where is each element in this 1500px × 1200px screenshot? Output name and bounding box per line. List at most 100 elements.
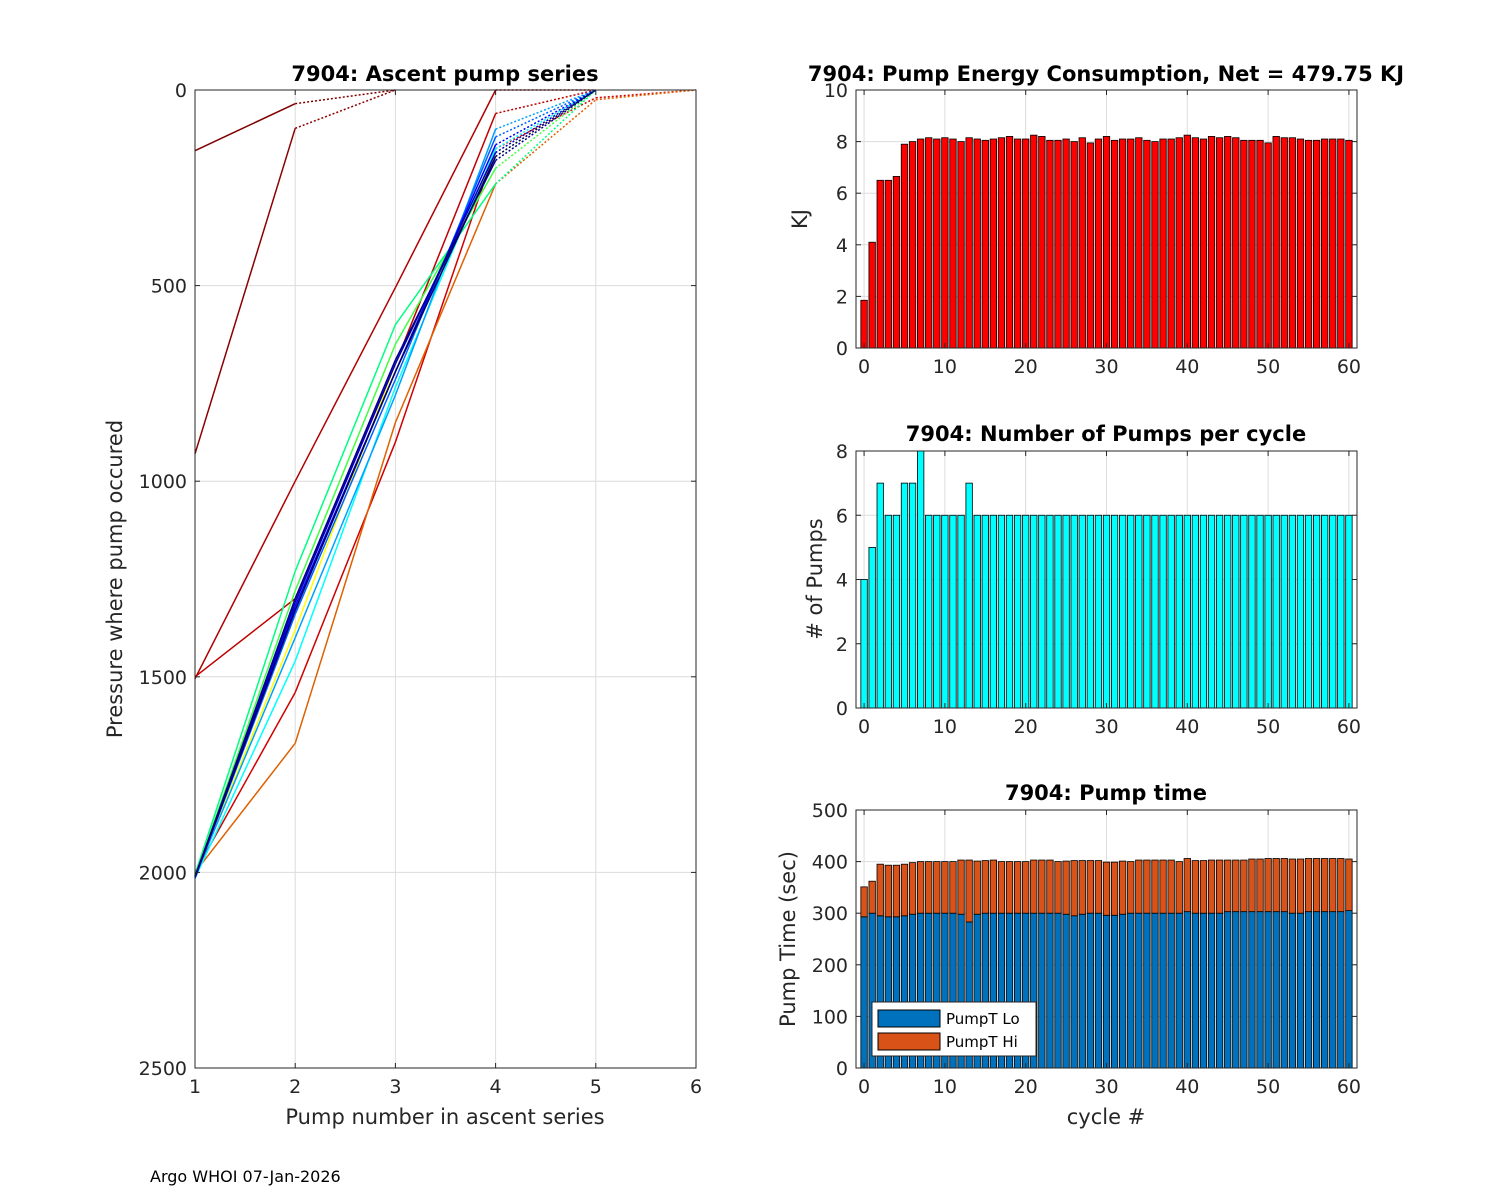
- pumps-xtick-label: 20: [1014, 716, 1038, 738]
- ascent-lines: [194, 89, 697, 879]
- pumps-bar: [1272, 514, 1280, 709]
- pumps-bar: [860, 579, 868, 709]
- pumptime-bar-hi: [949, 861, 957, 914]
- footer-text: Argo WHOI 07-Jan-2026: [150, 1167, 341, 1186]
- ascent-series-segment: [495, 89, 597, 130]
- pumptime-bar-hi: [1232, 859, 1240, 913]
- pumptime-bar-hi: [1321, 858, 1329, 913]
- pumptime-bar-lo: [1119, 913, 1127, 1069]
- pumps-bar: [1086, 514, 1094, 709]
- energy-bar: [1288, 137, 1296, 349]
- ascent-series-segment: [495, 89, 597, 162]
- pumptime-bar-lo: [1207, 912, 1216, 1069]
- pumps-bar: [1304, 514, 1313, 709]
- pumptime-bar-lo: [1288, 912, 1296, 1069]
- pumps-bar: [1264, 514, 1272, 709]
- energy-xtick-label: 40: [1175, 356, 1199, 378]
- pumptime-bar-lo: [1159, 912, 1167, 1069]
- pumptime-bar-hi: [973, 860, 981, 915]
- energy-bar: [1038, 136, 1046, 349]
- pumptime-bar-hi: [1304, 858, 1313, 913]
- pumps-bar: [1248, 514, 1256, 709]
- energy-ytick-label: 2: [836, 286, 848, 308]
- pumptime-bar-lo: [1240, 911, 1248, 1069]
- pumptime-bar-lo: [1321, 911, 1329, 1069]
- ascent-series-segment: [495, 89, 597, 146]
- energy-bar: [1240, 139, 1248, 349]
- pumptime-bar-hi: [1151, 859, 1159, 914]
- pumptime-bar-hi: [1167, 859, 1175, 914]
- pumptime-bar-lo: [1143, 912, 1151, 1069]
- pumptime-bar-hi: [1022, 861, 1030, 914]
- energy-bar: [1151, 141, 1159, 349]
- ascent-series-segment: [495, 89, 596, 115]
- energy-bar: [1102, 136, 1111, 349]
- ascent-series-segment: [194, 480, 296, 680]
- pumptime-bar-hi: [1183, 858, 1191, 913]
- energy-bar: [1296, 138, 1305, 349]
- energy-bar: [860, 299, 868, 349]
- energy-bar: [1337, 138, 1345, 349]
- pumptime-ytick-label: 300: [812, 903, 848, 925]
- pumps-bar: [1151, 514, 1159, 709]
- energy-bar: [908, 141, 917, 349]
- ascent-series-segment: [194, 610, 296, 877]
- pumps-ytick-label: 2: [836, 634, 848, 656]
- pumptime-bar-lo: [1086, 912, 1094, 1069]
- pumps-bar: [1207, 514, 1216, 709]
- pumptime-bar-lo: [1062, 913, 1070, 1069]
- pumps-bar: [1110, 514, 1119, 709]
- pumptime-bar-hi: [1264, 858, 1272, 913]
- pumptime-xtick-label: 40: [1175, 1076, 1199, 1098]
- pumptime-bar-hi: [1312, 858, 1321, 913]
- pumptime-ylabel: Pump Time (sec): [776, 851, 800, 1027]
- pumptime-bar-lo: [1224, 911, 1232, 1069]
- ascent-series-segment: [294, 363, 397, 603]
- energy-bar: [1054, 139, 1062, 349]
- energy-xtick-label: 0: [858, 356, 870, 378]
- legend-label-pumpt-lo: PumpT Lo: [946, 1010, 1020, 1028]
- pumps-bar: [1191, 514, 1200, 709]
- pumptime-bar-lo: [1110, 914, 1119, 1069]
- pumptime-bar-lo: [860, 916, 868, 1069]
- pumptime-bar-hi: [1005, 861, 1014, 914]
- energy-bar: [925, 137, 933, 349]
- ascent-series-segment: [495, 89, 597, 150]
- energy-bar: [933, 138, 941, 349]
- pumptime-bar-hi: [1094, 860, 1103, 914]
- ascent-series-segment: [294, 422, 397, 744]
- pumps-bar: [1329, 514, 1337, 709]
- energy-bar: [876, 179, 884, 349]
- pumptime-bar-lo: [1191, 912, 1200, 1069]
- ascent-xtick-label: 4: [490, 1076, 502, 1098]
- pumps-bar: [1030, 514, 1038, 709]
- ascent-series-segment: [294, 379, 397, 615]
- pumptime-bar-hi: [1127, 861, 1135, 914]
- pumptime-bar-lo: [1078, 913, 1086, 1069]
- ascent-xtick-label: 2: [289, 1076, 301, 1098]
- ascent-series-segment: [394, 89, 497, 288]
- pumps-xtick-label: 50: [1256, 716, 1280, 738]
- pumptime-bar-hi: [860, 886, 868, 918]
- energy-bar: [1005, 136, 1014, 349]
- energy-bar: [965, 137, 973, 349]
- pumptime-bar-hi: [1135, 859, 1143, 914]
- pumps-bar: [1005, 514, 1014, 709]
- pumptime-bar-hi: [1078, 860, 1086, 915]
- ascent-xtick-label: 3: [389, 1076, 401, 1098]
- pumptime-bar-hi: [1248, 858, 1256, 913]
- energy-bar: [1046, 139, 1054, 349]
- ascent-series-segment: [194, 597, 296, 678]
- pumptime-bar-hi: [1199, 860, 1208, 914]
- ascent-series-segment: [394, 113, 497, 365]
- energy-bar: [1312, 139, 1321, 349]
- pumps-chart: 0 10 20 30 40 50 60 0 2 4 6 8 7904: Number of Pumps…: [803, 422, 1361, 738]
- pumps-bar: [884, 514, 892, 709]
- ascent-series-segment: [294, 387, 397, 662]
- pumptime-bar-lo: [1280, 911, 1288, 1069]
- ascent-series-segment: [394, 152, 497, 365]
- pumptime-bar-hi: [989, 859, 998, 914]
- pumptime-bar-hi: [1215, 859, 1224, 914]
- pumps-ticks: 0 10 20 30 40 50 60 0 2 4 6 8: [836, 441, 1361, 738]
- pumptime-bar-hi: [868, 880, 876, 914]
